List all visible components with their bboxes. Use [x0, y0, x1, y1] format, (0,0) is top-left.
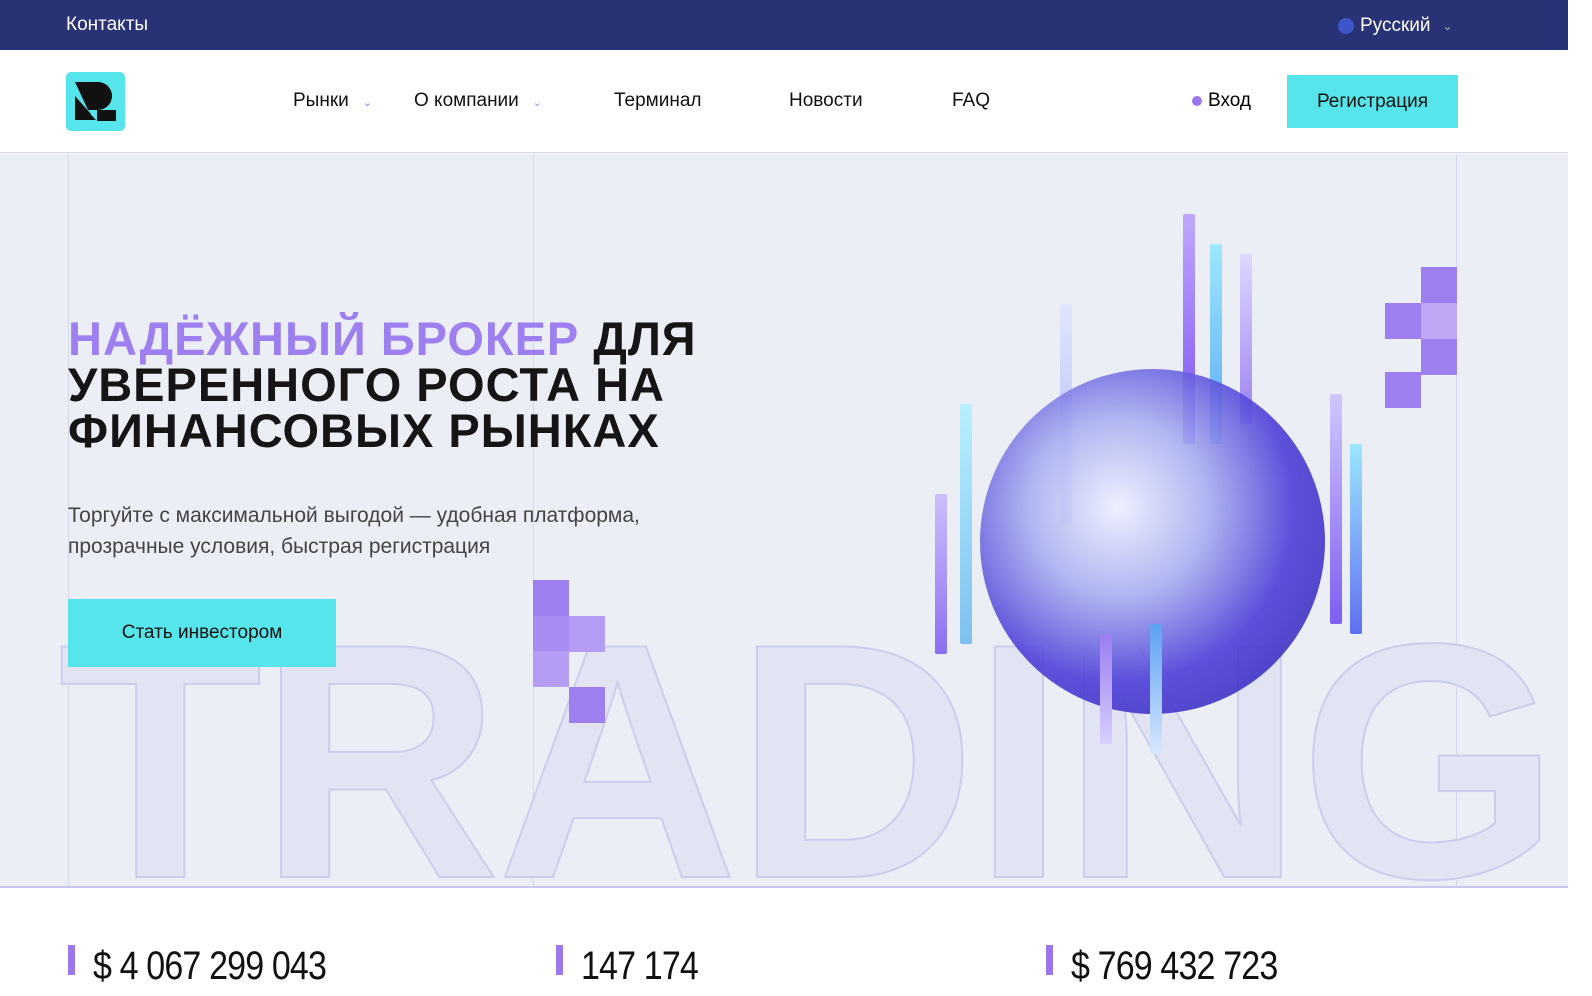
language-selector[interactable]: Русский ⌄ [1338, 15, 1453, 37]
divider [1456, 154, 1457, 886]
divider [533, 154, 534, 886]
divider [68, 154, 69, 886]
globe-icon [1338, 18, 1354, 34]
chevron-down-icon: ⌄ [532, 97, 543, 109]
chevron-down-icon: ⌄ [1442, 19, 1453, 33]
become-investor-button[interactable]: Стать инвестором [68, 599, 336, 667]
logo[interactable] [66, 72, 125, 131]
stat-item: $ 769 432 723 [1046, 945, 1314, 985]
contacts-link[interactable]: Контакты [66, 14, 149, 35]
nav-label: О компании [414, 90, 519, 111]
stat-value: $ 4 067 299 043 [93, 945, 327, 985]
hero-subtitle: Торгуйте с максимальной выгодой — удобна… [68, 504, 640, 558]
register-button[interactable]: Регистрация [1287, 75, 1458, 128]
hero-title: НАДЁЖНЫЙ БРОКЕР ДЛЯ УВЕРЕННОГО РОСТА НА … [68, 315, 788, 454]
chevron-down-icon: ⌄ [362, 97, 372, 109]
nav-label: Рынки [293, 90, 349, 111]
logo-r-icon [75, 82, 116, 121]
title-rest: ДЛЯ УВЕРЕННОГО РОСТА НА ФИНАНСОВЫХ РЫНКА… [68, 312, 697, 457]
nav-markets[interactable]: Рынки ⌄ [293, 90, 372, 112]
top-bar: Контакты Русский ⌄ [0, 0, 1568, 50]
login-label: Вход [1208, 90, 1251, 111]
nav-terminal[interactable]: Терминал [614, 90, 702, 111]
dot-icon [1192, 96, 1202, 106]
language-label: Русский [1360, 15, 1431, 36]
title-accent: НАДЁЖНЫЙ БРОКЕР [68, 312, 580, 365]
nav-about[interactable]: О компании ⌄ [414, 90, 542, 112]
nav-news[interactable]: Новости [789, 90, 863, 111]
login-link[interactable]: Вход [1192, 90, 1251, 112]
stat-item: $ 4 067 299 043 [68, 945, 367, 985]
main-header: Рынки ⌄ О компании ⌄ Терминал Новости FAQ … [0, 50, 1568, 153]
stat-value: $ 769 432 723 [1071, 945, 1278, 985]
stat-item: 147 174 [556, 945, 719, 985]
stat-value: 147 174 [581, 945, 699, 985]
hero-section: TRADING НАДЁЖНЫЙ БРОКЕР ДЛЯ УВЕРЕННОГО Р… [0, 154, 1568, 888]
nav-faq[interactable]: FAQ [952, 90, 991, 111]
